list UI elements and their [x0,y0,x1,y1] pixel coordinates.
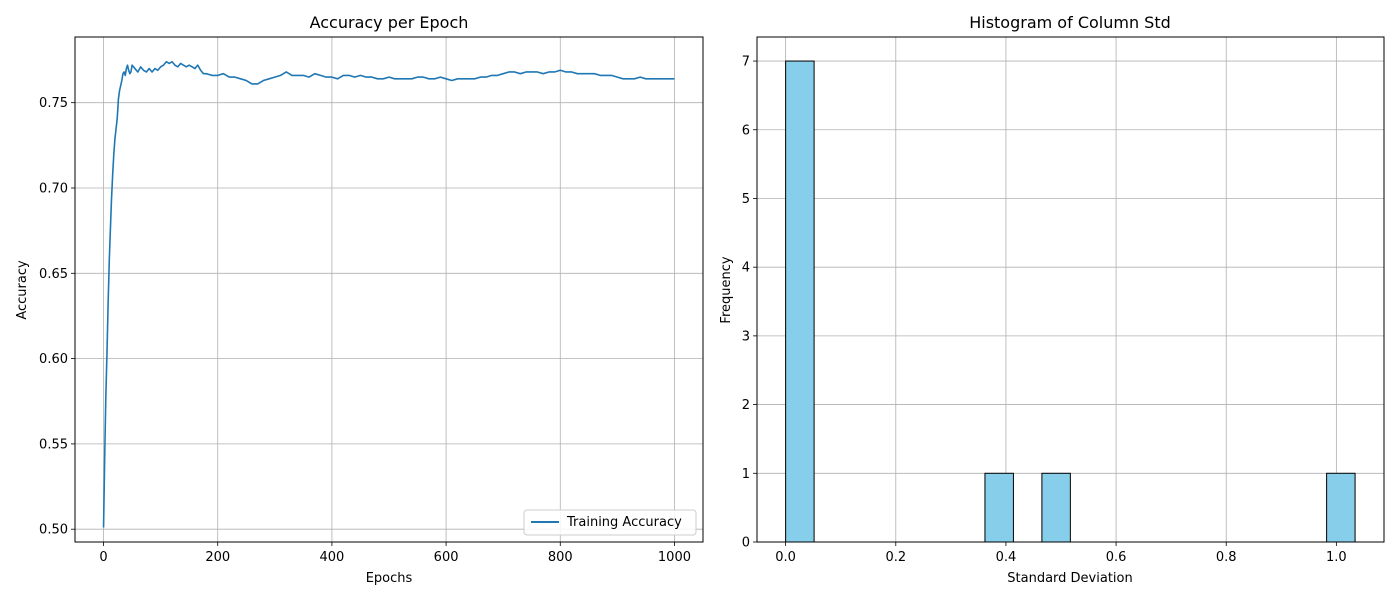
y-tick-label: 3 [742,329,750,344]
x-tick-label: 200 [205,550,230,565]
axes-frame [74,36,704,543]
y-tick-label: 0.70 [39,181,68,196]
y-tick-label: 0.60 [39,352,68,367]
x-tick-label: 600 [434,550,459,565]
ticks: 0.0 0.2 0.4 0.6 0.8 1.0 0 1 2 3 4 5 6 7 [742,55,1347,565]
y-tick-label: 0 [742,536,750,551]
ticks: 0 200 400 600 800 1000 0.50 0.55 0.60 0.65 0.70 0.7… [39,96,691,565]
histogram-bar [1326,472,1356,543]
legend: Training Accuracy [523,509,697,536]
plot-area [785,60,1356,543]
legend-box [523,509,697,536]
y-tick-label: 0.75 [39,96,68,111]
y-tick-label: 6 [742,123,750,138]
histogram-bar [785,60,815,543]
x-tick-label: 1000 [658,550,691,565]
x-tick-label: 0.2 [885,550,906,565]
plot-area [102,60,675,528]
histogram-bar [984,472,1014,543]
histogram-bar [1041,472,1071,543]
x-tick-label: 800 [548,550,573,565]
y-tick-label: 1 [742,467,750,482]
x-axis-label: Standard Deviation [1007,571,1132,586]
legend-label-training-accuracy: Training Accuracy [566,515,682,530]
chart-title: Histogram of Column Std [969,13,1171,32]
x-tick-label: 0 [99,550,107,565]
grid [75,37,703,542]
x-tick-label: 0.4 [996,550,1017,565]
x-tick-label: 0.8 [1216,550,1237,565]
accuracy-chart: Accuracy per Epoch 0 200 400 600 800 1000 0.50… [15,13,704,586]
x-tick-label: 0.0 [775,550,796,565]
x-tick-label: 0.6 [1106,550,1127,565]
y-axis-label: Accuracy [15,260,30,320]
y-tick-label: 5 [742,192,750,207]
x-axis-label: Epochs [366,571,413,586]
y-tick-label: 2 [742,398,750,413]
axes-frame [756,36,1385,543]
y-tick-label: 0.65 [39,267,68,282]
chart-title: Accuracy per Epoch [310,13,469,32]
x-tick-label: 1.0 [1326,550,1347,565]
y-axis-label: Frequency [719,256,734,323]
y-tick-label: 0.55 [39,437,68,452]
y-tick-label: 0.50 [39,523,68,538]
y-tick-label: 7 [742,55,750,70]
y-tick-label: 4 [742,261,750,276]
x-tick-label: 400 [319,550,344,565]
series-line-training-accuracy [102,60,675,528]
histogram-chart: Histogram of Column Std 0.0 0.2 0.4 0.6 0.8 1… [719,13,1385,586]
